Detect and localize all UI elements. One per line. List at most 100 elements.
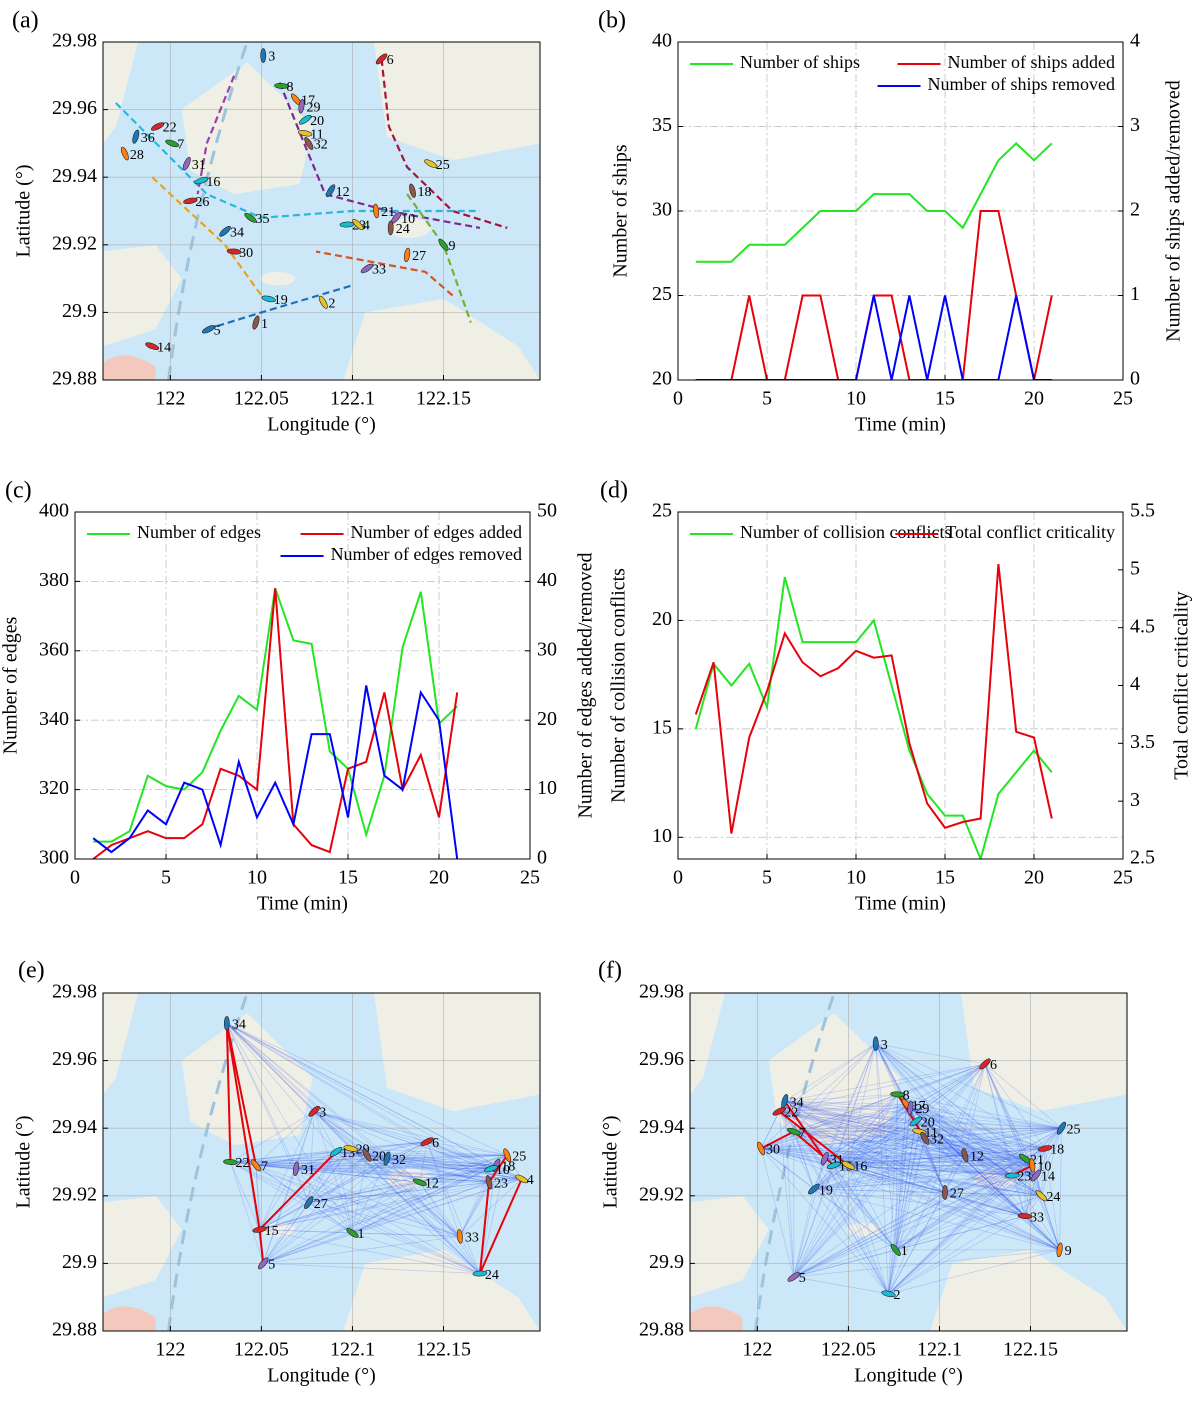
network-edge bbox=[944, 1192, 1060, 1251]
network-edge bbox=[875, 1043, 986, 1065]
network-edge bbox=[419, 1178, 522, 1183]
ship bbox=[890, 1091, 905, 1098]
ship-label: 10 bbox=[496, 1163, 510, 1178]
network-edge bbox=[875, 1043, 1026, 1159]
network-edge bbox=[308, 1151, 337, 1203]
network-edge bbox=[888, 1215, 1026, 1295]
network-edge bbox=[779, 1104, 907, 1112]
network-edge bbox=[760, 1148, 1042, 1197]
y-tick-label: 29.88 bbox=[52, 1319, 97, 1341]
network-edge bbox=[426, 1141, 490, 1183]
network-edge bbox=[813, 1175, 1036, 1190]
network-edge bbox=[924, 1138, 946, 1193]
network-edge bbox=[760, 1148, 1026, 1160]
ship bbox=[194, 176, 209, 185]
ship-label: 22 bbox=[163, 121, 177, 136]
network-edge bbox=[813, 1094, 898, 1190]
ship-label: 18 bbox=[1050, 1143, 1064, 1158]
ship-label: 22 bbox=[235, 1156, 249, 1171]
network-edge bbox=[793, 1138, 926, 1278]
network-edge bbox=[813, 1164, 1033, 1190]
ship bbox=[165, 139, 180, 148]
network-edge bbox=[1012, 1127, 1062, 1176]
network-edge bbox=[824, 1158, 1013, 1176]
ship bbox=[456, 1229, 463, 1244]
network-edge bbox=[833, 1131, 920, 1166]
network-edge bbox=[335, 1151, 481, 1274]
y-tick-label: 400 bbox=[39, 500, 69, 522]
network-edge bbox=[784, 1100, 889, 1295]
ship bbox=[409, 183, 416, 198]
y-tick-label: 25 bbox=[652, 500, 672, 522]
x-tick-label: 5 bbox=[762, 867, 772, 889]
network-edge bbox=[336, 1151, 388, 1160]
ship bbox=[352, 219, 364, 231]
network-edge bbox=[984, 1063, 1033, 1166]
network-edge bbox=[230, 1161, 497, 1166]
network-edge bbox=[944, 1164, 1033, 1193]
ship bbox=[420, 1137, 434, 1146]
route bbox=[754, 993, 836, 1331]
land bbox=[373, 993, 540, 1112]
network-edge bbox=[895, 1131, 920, 1250]
network-edge bbox=[888, 1138, 926, 1294]
ship-label: 25 bbox=[512, 1149, 526, 1164]
network-edge bbox=[1041, 1148, 1046, 1196]
x-tick-label: 122 bbox=[155, 1339, 185, 1361]
network-edge bbox=[760, 1148, 946, 1193]
network-edge bbox=[259, 1202, 309, 1230]
ship-label: 11 bbox=[924, 1126, 937, 1141]
ship bbox=[757, 1141, 765, 1156]
network-edge bbox=[784, 1100, 1026, 1217]
network-edge bbox=[813, 1107, 911, 1190]
ship bbox=[252, 315, 260, 330]
network-edge bbox=[910, 1107, 966, 1156]
ship-track bbox=[315, 250, 454, 297]
network-edge bbox=[230, 1161, 461, 1237]
network-edge bbox=[910, 1107, 1062, 1129]
network-edge bbox=[386, 1158, 522, 1180]
ship bbox=[343, 1145, 358, 1152]
x-tick-label: 25 bbox=[1113, 388, 1133, 410]
network-edge bbox=[259, 1154, 368, 1230]
network-edge bbox=[964, 1154, 1026, 1217]
network-edge bbox=[784, 1100, 1042, 1197]
network-edge bbox=[793, 1131, 1046, 1149]
network-edge bbox=[1041, 1195, 1061, 1251]
ship bbox=[223, 1016, 230, 1031]
y-tick-label: 29.9 bbox=[62, 300, 97, 322]
network-edge bbox=[897, 1094, 1033, 1166]
network-edge bbox=[308, 1158, 388, 1203]
route bbox=[167, 993, 249, 1331]
network-edge bbox=[350, 1148, 481, 1274]
x-tick-label: 122.15 bbox=[416, 388, 471, 410]
network-edge bbox=[255, 1165, 260, 1230]
network-edge bbox=[352, 1178, 522, 1234]
network-edge bbox=[255, 1165, 481, 1274]
ship bbox=[787, 1272, 801, 1282]
network-edge bbox=[813, 1188, 896, 1251]
ship-label: 3 bbox=[268, 50, 275, 65]
network-edge bbox=[784, 1100, 1026, 1160]
network-edge bbox=[848, 1165, 1060, 1251]
ship bbox=[483, 1165, 498, 1173]
network-edge bbox=[784, 1043, 876, 1102]
y-tick-label: 29.96 bbox=[52, 1048, 97, 1070]
network-edge bbox=[259, 1168, 297, 1230]
network-edge bbox=[875, 1043, 1026, 1217]
network-edge bbox=[263, 1165, 497, 1264]
network-edge bbox=[888, 1192, 946, 1295]
x-axis-label: Time (min) bbox=[855, 893, 946, 915]
network-edge bbox=[335, 1151, 353, 1234]
network-edge bbox=[366, 1154, 481, 1274]
ship-label: 20 bbox=[372, 1149, 386, 1164]
network-edge bbox=[230, 1161, 491, 1170]
plot-bg bbox=[678, 512, 1123, 859]
network-edge bbox=[352, 1232, 481, 1274]
network-edge bbox=[919, 1131, 1046, 1149]
network-edge bbox=[313, 1111, 351, 1149]
x-tick-label: 122 bbox=[742, 1339, 772, 1361]
x-tick-label: 15 bbox=[935, 388, 955, 410]
y-tick-label: 29.88 bbox=[639, 1319, 684, 1341]
network-edge bbox=[1035, 1128, 1062, 1176]
